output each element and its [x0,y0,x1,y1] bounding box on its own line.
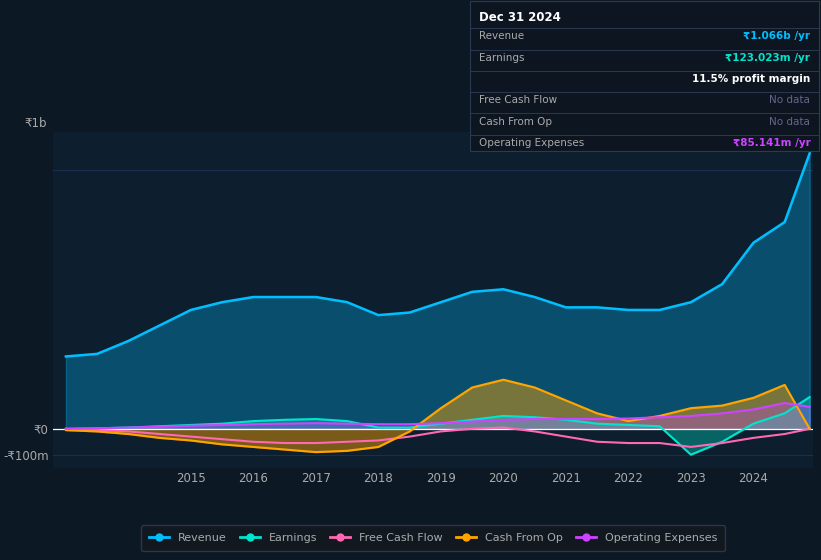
Text: ₹85.141m /yr: ₹85.141m /yr [732,138,810,148]
Text: Dec 31 2024: Dec 31 2024 [479,11,562,24]
Text: ₹123.023m /yr: ₹123.023m /yr [726,53,810,63]
Text: ₹1.066b /yr: ₹1.066b /yr [743,31,810,41]
Text: Free Cash Flow: Free Cash Flow [479,95,557,105]
Legend: Revenue, Earnings, Free Cash Flow, Cash From Op, Operating Expenses: Revenue, Earnings, Free Cash Flow, Cash … [141,525,725,551]
Text: ₹1b: ₹1b [25,117,47,130]
Text: Operating Expenses: Operating Expenses [479,138,585,148]
Text: 11.5% profit margin: 11.5% profit margin [692,74,810,84]
Text: No data: No data [769,95,810,105]
Text: Revenue: Revenue [479,31,525,41]
Text: No data: No data [769,116,810,127]
Text: Cash From Op: Cash From Op [479,116,553,127]
Text: Earnings: Earnings [479,53,525,63]
